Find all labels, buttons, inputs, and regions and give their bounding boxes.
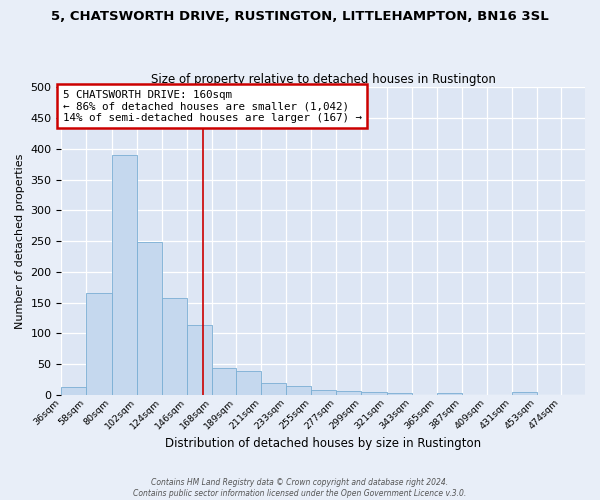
Bar — [361, 392, 386, 395]
Bar — [236, 371, 261, 395]
Bar — [311, 390, 337, 395]
Bar — [386, 393, 412, 395]
Text: 5 CHATSWORTH DRIVE: 160sqm
← 86% of detached houses are smaller (1,042)
14% of s: 5 CHATSWORTH DRIVE: 160sqm ← 86% of deta… — [62, 90, 362, 123]
Bar — [286, 386, 311, 395]
Bar — [137, 242, 162, 395]
Bar — [187, 326, 212, 395]
Bar — [512, 392, 537, 395]
Bar — [261, 384, 286, 395]
Y-axis label: Number of detached properties: Number of detached properties — [15, 154, 25, 329]
Bar — [437, 392, 462, 395]
Text: 5, CHATSWORTH DRIVE, RUSTINGTON, LITTLEHAMPTON, BN16 3SL: 5, CHATSWORTH DRIVE, RUSTINGTON, LITTLEH… — [51, 10, 549, 23]
Bar — [61, 387, 86, 395]
X-axis label: Distribution of detached houses by size in Rustington: Distribution of detached houses by size … — [165, 437, 481, 450]
Bar — [162, 298, 187, 395]
Bar — [337, 392, 361, 395]
Text: Contains HM Land Registry data © Crown copyright and database right 2024.
Contai: Contains HM Land Registry data © Crown c… — [133, 478, 467, 498]
Bar — [86, 294, 112, 395]
Bar — [112, 155, 137, 395]
Bar — [212, 368, 236, 395]
Title: Size of property relative to detached houses in Rustington: Size of property relative to detached ho… — [151, 73, 496, 86]
